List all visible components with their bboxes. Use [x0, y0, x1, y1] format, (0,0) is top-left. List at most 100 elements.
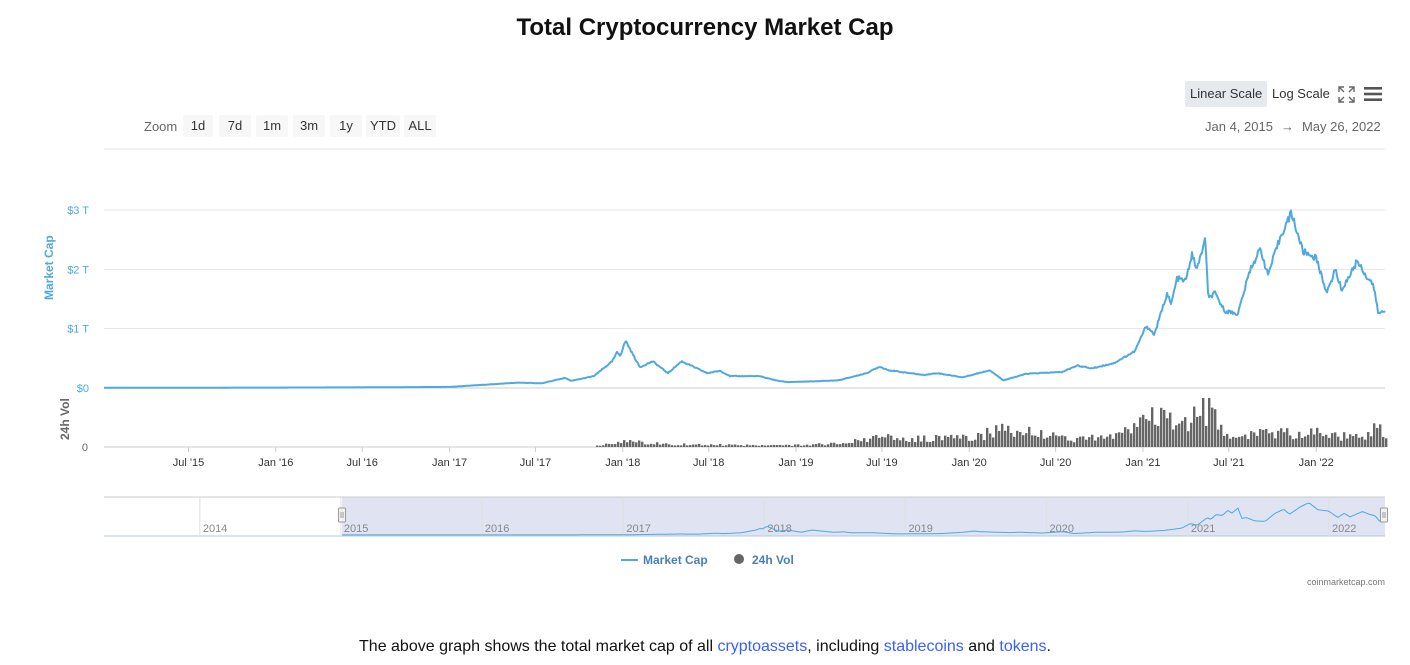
volume-bar[interactable]: [1061, 435, 1064, 447]
volume-bar[interactable]: [1376, 427, 1379, 447]
volume-bar[interactable]: [1142, 414, 1145, 447]
navigator-handle-left[interactable]: [338, 507, 347, 523]
volume-bar[interactable]: [710, 444, 713, 447]
zoom-1d-button[interactable]: 1d: [183, 115, 213, 137]
zoom-all-button[interactable]: ALL: [404, 115, 436, 137]
volume-bar[interactable]: [767, 445, 770, 447]
volume-bar[interactable]: [1064, 436, 1067, 447]
volume-bar[interactable]: [1382, 436, 1385, 447]
volume-bar[interactable]: [1301, 437, 1304, 447]
market-cap-line[interactable]: [104, 209, 1386, 389]
volume-bar[interactable]: [1250, 431, 1253, 447]
volume-bar[interactable]: [632, 441, 635, 447]
volume-bar[interactable]: [752, 444, 755, 447]
volume-bar[interactable]: [746, 444, 749, 447]
volume-bar[interactable]: [797, 444, 800, 447]
volume-bar[interactable]: [764, 445, 767, 447]
volume-bar[interactable]: [845, 443, 848, 447]
volume-bar[interactable]: [1355, 433, 1358, 447]
volume-bar[interactable]: [1106, 436, 1109, 447]
volume-bar[interactable]: [812, 444, 815, 447]
volume-bar[interactable]: [923, 435, 926, 447]
volume-bar[interactable]: [1151, 407, 1154, 447]
volume-bar[interactable]: [1223, 435, 1226, 447]
volume-bar[interactable]: [1280, 428, 1283, 447]
volume-bar[interactable]: [1352, 436, 1355, 447]
volume-bar[interactable]: [1244, 434, 1247, 447]
volume-bar[interactable]: [887, 434, 890, 447]
volume-bar[interactable]: [806, 444, 809, 447]
volume-bar[interactable]: [977, 433, 980, 447]
volume-bar[interactable]: [830, 442, 833, 447]
volume-bar[interactable]: [1247, 439, 1250, 447]
volume-bar[interactable]: [815, 444, 818, 447]
volume-bar[interactable]: [935, 434, 938, 447]
volume-bar[interactable]: [749, 445, 752, 447]
volume-bar[interactable]: [953, 438, 956, 447]
volume-bar[interactable]: [1046, 437, 1049, 447]
volume-bar[interactable]: [602, 445, 605, 447]
volume-bar[interactable]: [920, 441, 923, 447]
volume-bar[interactable]: [1082, 436, 1085, 447]
volume-bar[interactable]: [1052, 432, 1055, 447]
volume-bar[interactable]: [1109, 434, 1112, 447]
volume-bar[interactable]: [608, 443, 611, 447]
volume-bar[interactable]: [1166, 418, 1169, 447]
volume-bar[interactable]: [1349, 434, 1352, 447]
volume-bar[interactable]: [728, 444, 731, 447]
volume-bar[interactable]: [683, 443, 686, 447]
volume-bar[interactable]: [716, 445, 719, 447]
chart-credits[interactable]: coinmarketcap.com: [1307, 577, 1385, 587]
volume-bar[interactable]: [686, 445, 689, 447]
volume-bar[interactable]: [875, 434, 878, 447]
volume-bar[interactable]: [692, 444, 695, 447]
volume-bar[interactable]: [995, 425, 998, 447]
volume-bar[interactable]: [1316, 427, 1319, 447]
volume-bar[interactable]: [788, 444, 791, 447]
volume-bar[interactable]: [1304, 436, 1307, 447]
volume-bar[interactable]: [1226, 433, 1229, 447]
volume-bar[interactable]: [1181, 420, 1184, 447]
volume-bar[interactable]: [782, 445, 785, 447]
volume-bar[interactable]: [1190, 422, 1193, 447]
volume-bar[interactable]: [1025, 433, 1028, 447]
volume-bar[interactable]: [1235, 437, 1238, 447]
volume-bar[interactable]: [1001, 423, 1004, 447]
volume-bar[interactable]: [857, 440, 860, 447]
volume-bar[interactable]: [1157, 426, 1160, 447]
volume-bar[interactable]: [1292, 439, 1295, 447]
volume-bar[interactable]: [659, 444, 662, 447]
volume-bar[interactable]: [713, 445, 716, 447]
volume-bar[interactable]: [1310, 428, 1313, 447]
volume-bar[interactable]: [671, 445, 674, 447]
volume-bar[interactable]: [1037, 436, 1040, 447]
volume-bar[interactable]: [1103, 438, 1106, 447]
volume-bar[interactable]: [956, 435, 959, 447]
volume-bar[interactable]: [1277, 430, 1280, 447]
volume-bar[interactable]: [986, 427, 989, 447]
volume-bar[interactable]: [1028, 426, 1031, 447]
volume-bar[interactable]: [1334, 432, 1337, 447]
volume-bar[interactable]: [863, 438, 866, 447]
volume-bar[interactable]: [1340, 440, 1343, 447]
zoom-ytd-button[interactable]: YTD: [366, 115, 400, 137]
volume-bar[interactable]: [905, 440, 908, 447]
volume-bar[interactable]: [1133, 423, 1136, 447]
volume-bar[interactable]: [893, 439, 896, 447]
volume-bar[interactable]: [824, 445, 827, 447]
volume-bar[interactable]: [1331, 433, 1334, 447]
volume-bar[interactable]: [1214, 409, 1217, 447]
legend-market-cap-label[interactable]: Market Cap: [643, 553, 708, 567]
volume-bar[interactable]: [872, 436, 875, 447]
volume-bar[interactable]: [761, 444, 764, 447]
volume-bar[interactable]: [1370, 436, 1373, 447]
volume-bar[interactable]: [992, 437, 995, 447]
linear-scale-button[interactable]: Linear Scale: [1185, 81, 1268, 107]
volume-bar[interactable]: [1298, 431, 1301, 447]
volume-bar[interactable]: [1058, 436, 1061, 447]
date-range-from[interactable]: Jan 4, 2015: [1205, 119, 1273, 134]
zoom-7d-button[interactable]: 7d: [219, 115, 251, 137]
volume-bar[interactable]: [653, 444, 656, 447]
volume-bar[interactable]: [725, 445, 728, 447]
volume-bar[interactable]: [917, 435, 920, 447]
